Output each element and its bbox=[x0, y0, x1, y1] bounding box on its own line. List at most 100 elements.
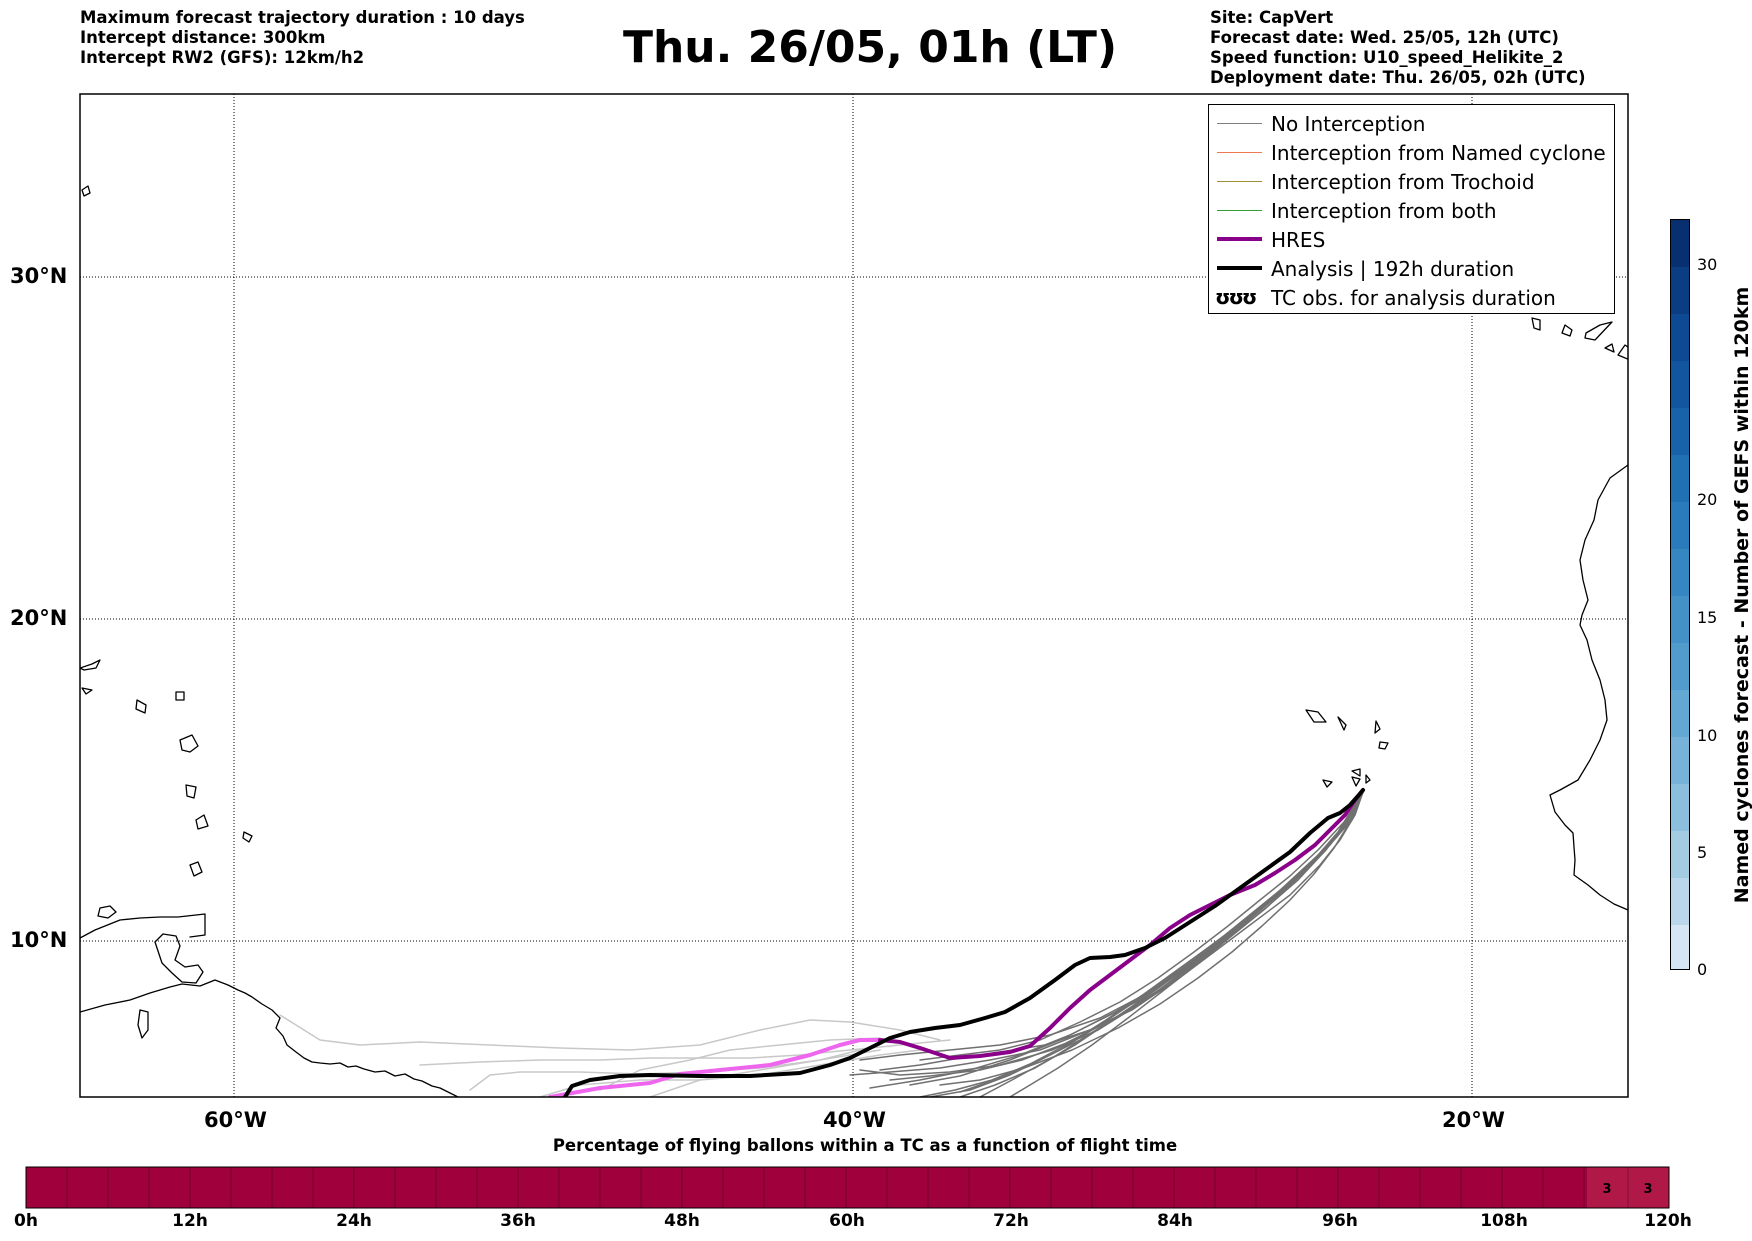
island-cv-3 bbox=[1374, 720, 1381, 734]
timeline-label: 12h bbox=[172, 1211, 208, 1231]
lon-label: 20°W bbox=[1442, 1108, 1505, 1132]
legend-label: HRES bbox=[1271, 228, 1326, 252]
legend-label: No Interception bbox=[1271, 112, 1426, 136]
analysis-trajectory bbox=[563, 788, 1365, 1097]
timeline-bar: 3 3 bbox=[25, 1166, 1670, 1209]
island-k bbox=[175, 691, 185, 701]
timeline-label: 120h bbox=[1644, 1211, 1692, 1231]
legend-label: Interception from both bbox=[1271, 199, 1497, 223]
header-line: Intercept distance: 300km bbox=[80, 28, 326, 47]
legend-item: No Interception bbox=[1209, 109, 1614, 138]
timeline-label: 24h bbox=[336, 1211, 372, 1231]
trajectory-line bbox=[599, 1037, 881, 1091]
cyclone-icon: ʊʊʊ bbox=[1215, 285, 1257, 309]
island-d bbox=[195, 814, 209, 830]
timeline-label: 96h bbox=[1322, 1211, 1358, 1231]
colorbar bbox=[1670, 219, 1690, 970]
legend-swatch bbox=[1217, 152, 1262, 153]
colorbar-tick: 10 bbox=[1697, 726, 1718, 745]
timeline-frame bbox=[25, 1166, 1670, 1209]
hres-trajectory-light bbox=[548, 1038, 882, 1097]
legend-item: Interception from Trochoid bbox=[1209, 167, 1614, 196]
island-cv-7 bbox=[1365, 774, 1371, 784]
legend-item: Interception from Named cyclone bbox=[1209, 138, 1614, 167]
timeline-label: 48h bbox=[664, 1211, 700, 1231]
trajectory-line bbox=[279, 1014, 941, 1051]
colorbar-tick: 15 bbox=[1697, 608, 1718, 627]
header-line: Speed function: U10_speed_Helikite_2 bbox=[1210, 48, 1564, 67]
island-l bbox=[81, 185, 91, 197]
island-j bbox=[81, 687, 93, 695]
legend-label: Interception from Trochoid bbox=[1271, 170, 1535, 194]
map-frame bbox=[79, 93, 1629, 1098]
island-e bbox=[185, 784, 197, 799]
island-cv-5 bbox=[1351, 776, 1361, 787]
island-h bbox=[135, 699, 147, 714]
timeline-label: 0h bbox=[14, 1211, 38, 1231]
island-cv-2 bbox=[1337, 716, 1347, 731]
trajectory-line bbox=[649, 1049, 861, 1097]
legend-swatch bbox=[1217, 123, 1262, 124]
legend-swatch bbox=[1217, 210, 1262, 211]
lon-label: 60°W bbox=[204, 1108, 267, 1132]
header-line: Site: CapVert bbox=[1210, 8, 1334, 27]
header-line: Forecast date: Wed. 25/05, 12h (UTC) bbox=[1210, 28, 1559, 47]
lat-label: 20°N bbox=[10, 606, 68, 630]
header-line: Maximum forecast trajectory duration : 1… bbox=[80, 8, 525, 27]
trajectory-line bbox=[889, 791, 1364, 1081]
coast-trinidad bbox=[154, 933, 204, 984]
timeline-highlight bbox=[1587, 1167, 1669, 1208]
header-info-right: Site: CapVert Forecast date: Wed. 25/05,… bbox=[1210, 8, 1586, 88]
legend-label: Analysis | 192h duration bbox=[1271, 257, 1515, 281]
header-line: Deployment date: Thu. 26/05, 02h (UTC) bbox=[1210, 68, 1586, 87]
timeline-label: 84h bbox=[1157, 1211, 1193, 1231]
timeline-label: 60h bbox=[829, 1211, 865, 1231]
trajectories-dark bbox=[849, 791, 1364, 1097]
map-gridlines bbox=[80, 94, 1628, 1097]
colorbar-tick: 30 bbox=[1697, 255, 1718, 274]
legend-item: HRES bbox=[1209, 225, 1614, 254]
island-a bbox=[97, 905, 117, 919]
island-cv-4 bbox=[1378, 741, 1389, 750]
coastlines bbox=[80, 185, 1628, 1097]
legend-swatch bbox=[1217, 181, 1262, 182]
island-c bbox=[189, 861, 203, 877]
colorbar-gradient bbox=[1671, 220, 1689, 969]
island-canary-2 bbox=[1584, 321, 1613, 341]
trajectory-line bbox=[919, 791, 1364, 1061]
trajectory-line bbox=[939, 791, 1364, 1086]
timeline-label: 108h bbox=[1480, 1211, 1528, 1231]
legend-label: TC obs. for analysis duration bbox=[1271, 286, 1556, 310]
header-info-left: Maximum forecast trajectory duration : 1… bbox=[80, 8, 525, 68]
coast-south-america bbox=[80, 979, 459, 1097]
colorbar-tick: 5 bbox=[1697, 843, 1708, 862]
legend-item: Analysis | 192h duration bbox=[1209, 254, 1614, 283]
header-line: Intercept RW2 (GFS): 12km/h2 bbox=[80, 48, 365, 67]
colorbar-tick: 20 bbox=[1697, 490, 1718, 509]
island-g bbox=[242, 831, 253, 843]
lat-label: 30°N bbox=[10, 264, 68, 288]
trajectory-line bbox=[919, 791, 1364, 1097]
lon-label: 40°W bbox=[823, 1108, 886, 1132]
island-canary-1 bbox=[1561, 324, 1573, 337]
timeline-fill bbox=[26, 1167, 1669, 1208]
timeline-label: 36h bbox=[500, 1211, 536, 1231]
timeline-ticks bbox=[66, 1167, 1629, 1208]
map-legend: No Interception Interception from Named … bbox=[1208, 104, 1615, 314]
coast-venezuela bbox=[80, 913, 206, 939]
legend-label: Interception from Named cyclone bbox=[1271, 141, 1606, 165]
colorbar-label: Named cyclones forecast - Number of GEFS… bbox=[1731, 286, 1752, 904]
legend-item: ʊʊʊ TC obs. for analysis duration bbox=[1209, 283, 1614, 312]
legend-item: Interception from both bbox=[1209, 196, 1614, 225]
legend-swatch bbox=[1217, 237, 1262, 241]
island-cv-6 bbox=[1322, 779, 1333, 788]
timeline-cell-value: 3 bbox=[1643, 1182, 1652, 1197]
island-canary-5 bbox=[1531, 317, 1541, 331]
island-i bbox=[80, 659, 101, 671]
colorbar-tick: 0 bbox=[1697, 960, 1708, 979]
timeline-title: Percentage of flying ballons within a TC… bbox=[552, 1136, 1178, 1155]
lat-label: 10°N bbox=[10, 928, 68, 952]
timeline-label: 72h bbox=[993, 1211, 1029, 1231]
island-b bbox=[137, 1009, 149, 1039]
island-cv-1 bbox=[1305, 709, 1327, 723]
